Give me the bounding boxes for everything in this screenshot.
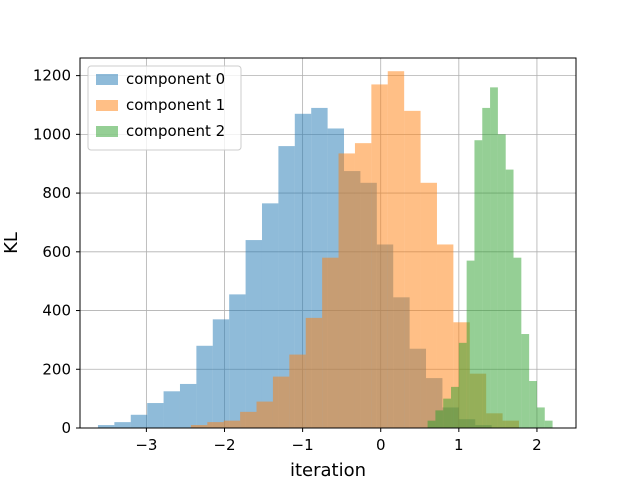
bar-s0-6 — [196, 345, 213, 428]
legend-swatch-0 — [96, 74, 118, 85]
y-tick-label-1: 200 — [42, 360, 71, 378]
bar-s1-11 — [371, 84, 388, 428]
bar-s2-9 — [497, 134, 506, 428]
bar-s2-15 — [544, 420, 553, 428]
y-tick-label-4: 800 — [42, 184, 71, 202]
bar-s0-1 — [114, 422, 131, 428]
legend-swatch-2 — [96, 126, 118, 137]
bar-s0-0 — [97, 425, 115, 428]
bar-s1-7 — [305, 317, 323, 428]
bar-s0-5 — [179, 383, 197, 428]
bar-s1-15 — [436, 244, 454, 428]
x-tick-label-1: −2 — [213, 436, 235, 454]
legend-frame — [87, 65, 242, 151]
axis-ticks: −3 −2 −1 0 1 2 0 200 400 600 800 1000 1200 — [33, 67, 542, 454]
bar-s0-3 — [147, 403, 164, 428]
bar-s2-14 — [536, 407, 545, 428]
histogram-bars — [97, 71, 553, 429]
bar-s2-11 — [513, 257, 522, 428]
x-tick-label-0: −3 — [135, 436, 157, 454]
x-tick-label-2: −1 — [292, 436, 314, 454]
bar-s2-8 — [490, 87, 498, 428]
bar-s1-4 — [256, 401, 273, 428]
bar-s2-5 — [466, 260, 475, 428]
bar-s1-6 — [289, 354, 306, 428]
bar-s2-4 — [458, 342, 467, 428]
y-tick-label-0: 0 — [61, 419, 71, 437]
y-tick-label-5: 1000 — [33, 125, 71, 143]
bar-s2-7 — [482, 107, 491, 429]
bar-s2-0 — [427, 420, 436, 428]
x-tick-label-4: 1 — [454, 436, 464, 454]
bar-s1-0 — [190, 425, 208, 428]
bar-s1-12 — [387, 71, 405, 428]
bar-s1-10 — [354, 143, 372, 428]
plot-frame — [79, 57, 577, 429]
bar-s1-5 — [272, 376, 290, 428]
bar-s1-3 — [240, 411, 257, 428]
bar-s1-9 — [338, 153, 355, 428]
bar-s0-8 — [229, 294, 246, 428]
bar-s1-2 — [223, 420, 241, 428]
series-2-bars — [427, 87, 553, 429]
x-tick-label-5: 2 — [532, 436, 542, 454]
y-tick-label-3: 600 — [42, 243, 71, 261]
bar-s2-12 — [521, 334, 530, 428]
legend-swatch-1 — [96, 100, 118, 111]
legend-label-1: component 1 — [126, 96, 225, 114]
bar-s2-6 — [474, 140, 483, 428]
bar-s2-13 — [529, 381, 537, 428]
bar-s0-4 — [163, 391, 180, 428]
bar-s1-8 — [322, 257, 339, 428]
bar-s0-2 — [130, 414, 148, 428]
legend-label-0: component 0 — [126, 70, 225, 88]
y-tick-label-6: 1200 — [33, 67, 71, 85]
bar-s0-9 — [245, 240, 262, 428]
bar-s2-2 — [443, 398, 452, 428]
y-tick-label-2: 400 — [42, 302, 71, 320]
bar-s2-10 — [505, 169, 514, 429]
legend: component 0 component 1 component 2 — [87, 65, 242, 151]
bar-s2-1 — [435, 410, 444, 428]
y-axis-label: KL — [1, 232, 22, 254]
bar-s1-13 — [404, 110, 421, 428]
legend-label-2: component 2 — [126, 122, 225, 140]
bar-s0-10 — [261, 203, 279, 428]
bar-s1-1 — [207, 422, 224, 428]
x-axis-label: iteration — [290, 460, 366, 480]
bar-s1-14 — [420, 182, 437, 428]
x-tick-label-3: 0 — [376, 436, 386, 454]
bar-s0-7 — [212, 319, 230, 428]
bar-s2-3 — [451, 386, 459, 428]
